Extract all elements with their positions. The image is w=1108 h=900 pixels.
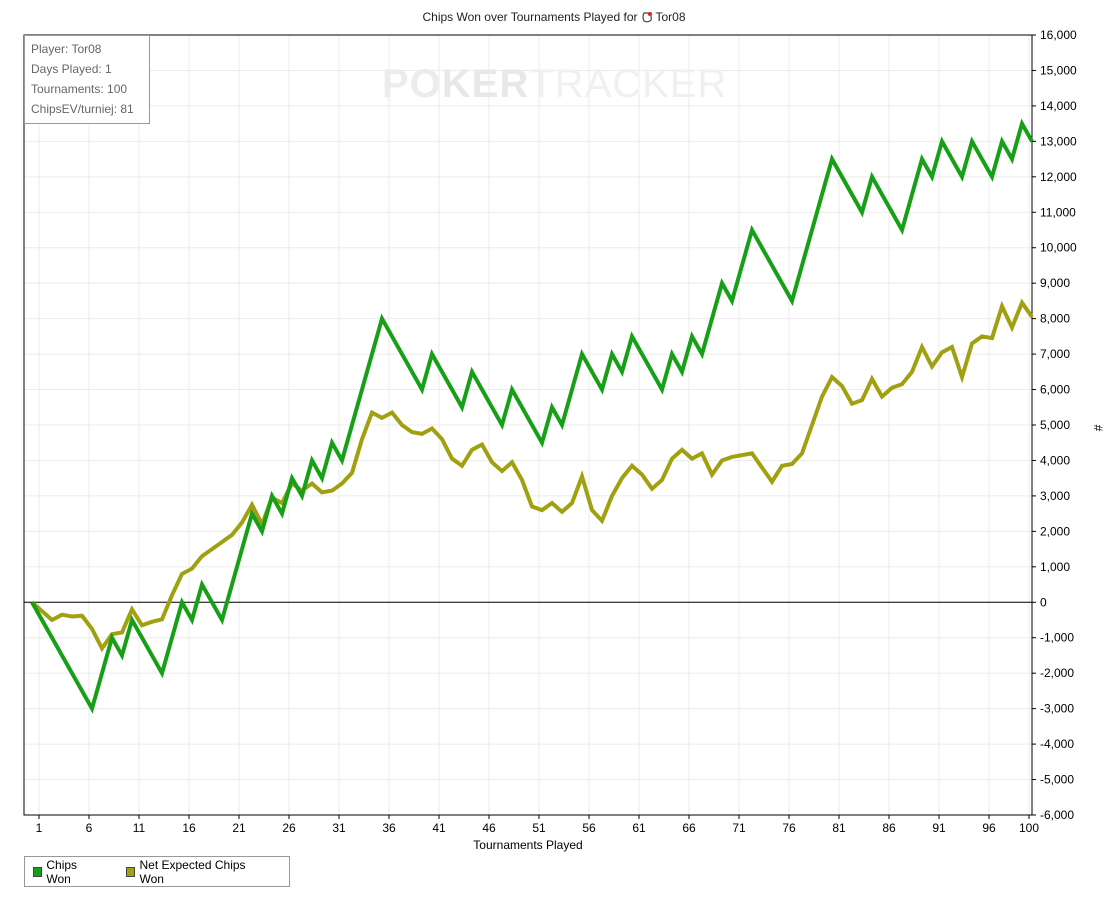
y-tick-label: 13,000 [1040, 134, 1077, 148]
series-line-chips-won [30, 118, 1034, 714]
x-tick-label: 21 [232, 821, 246, 835]
x-tick-label: 41 [432, 821, 446, 835]
y-tick-label: 6,000 [1040, 383, 1070, 397]
y-tick-label: -4,000 [1040, 737, 1074, 751]
y-tick-label: -6,000 [1040, 808, 1074, 822]
x-tick-label: 31 [332, 821, 346, 835]
y-tick-label: 0 [1040, 595, 1047, 609]
x-tick-label: 16 [182, 821, 196, 835]
y-tick-label: 5,000 [1040, 418, 1070, 432]
legend-item-chips-won[interactable]: Chips Won [33, 858, 100, 886]
x-axis-label: Tournaments Played [473, 838, 583, 852]
pokertracker-logo: POKERTRACKER [382, 62, 728, 106]
y-tick-label: -1,000 [1040, 631, 1074, 645]
x-tick-label: 81 [832, 821, 846, 835]
x-tick-label: 6 [86, 821, 93, 835]
chart-title-player: Tor08 [655, 10, 686, 24]
y-tick-label: 3,000 [1040, 489, 1070, 503]
y-tick-label: 14,000 [1040, 99, 1077, 113]
chart-title: Chips Won over Tournaments Played for Tor… [0, 10, 1108, 24]
series-line-net-expected [30, 298, 1034, 653]
x-tick-label: 66 [682, 821, 696, 835]
x-tick-label: 61 [632, 821, 646, 835]
x-tick-label: 96 [982, 821, 996, 835]
legend-swatch-chips-won [33, 866, 43, 877]
info-player: Player: Tor08 [31, 42, 102, 56]
info-tournaments: Tournaments: 100 [31, 82, 128, 96]
info-chips-ev: ChipsEV/turniej: 81 [31, 102, 134, 116]
y-tick-label: 16,000 [1040, 28, 1077, 42]
y-tick-label: 4,000 [1040, 453, 1070, 467]
x-tick-label: 71 [732, 821, 746, 835]
x-tick-label: 46 [482, 821, 496, 835]
y-tick-label: 7,000 [1040, 347, 1070, 361]
y-tick-label: 15,000 [1040, 63, 1077, 77]
x-tick-label: 56 [582, 821, 596, 835]
y-tick-label: 1,000 [1040, 560, 1070, 574]
y-tick-label: -2,000 [1040, 666, 1074, 680]
x-tick-label: 26 [282, 821, 296, 835]
legend-item-net-expected[interactable]: Net Expected Chips Won [126, 858, 263, 886]
legend-swatch-net-expected [126, 866, 136, 877]
y-tick-label: 11,000 [1040, 205, 1076, 219]
x-tick-label: 51 [532, 821, 546, 835]
y-tick-label: 12,000 [1040, 170, 1077, 184]
x-tick-label: 11 [133, 821, 146, 835]
chart-title-text: Chips Won over Tournaments Played for [422, 10, 638, 24]
x-tick-label: 91 [932, 821, 946, 835]
info-days-played: Days Played: 1 [31, 62, 112, 76]
x-tick-label: 36 [382, 821, 396, 835]
y-tick-label: 8,000 [1040, 312, 1070, 326]
y-axis-label: # [1091, 425, 1105, 432]
y-tick-label: -5,000 [1040, 773, 1074, 787]
legend-label: Net Expected Chips Won [139, 857, 246, 886]
x-tick-label: 86 [882, 821, 896, 835]
y-tick-label: 2,000 [1040, 524, 1070, 538]
legend: Chips Won Net Expected Chips Won [24, 856, 290, 887]
legend-label: Chips Won [46, 857, 78, 886]
poker-chip-icon [642, 12, 653, 23]
player-info-box: Player: Tor08 Days Played: 1 Tournaments… [24, 35, 150, 124]
y-tick-label: 9,000 [1040, 276, 1070, 290]
x-tick-label: 1 [36, 821, 43, 835]
y-tick-label: 10,000 [1040, 241, 1077, 255]
y-tick-label: -3,000 [1040, 702, 1074, 716]
x-tick-label: 100 [1019, 821, 1039, 835]
x-tick-label: 76 [782, 821, 796, 835]
